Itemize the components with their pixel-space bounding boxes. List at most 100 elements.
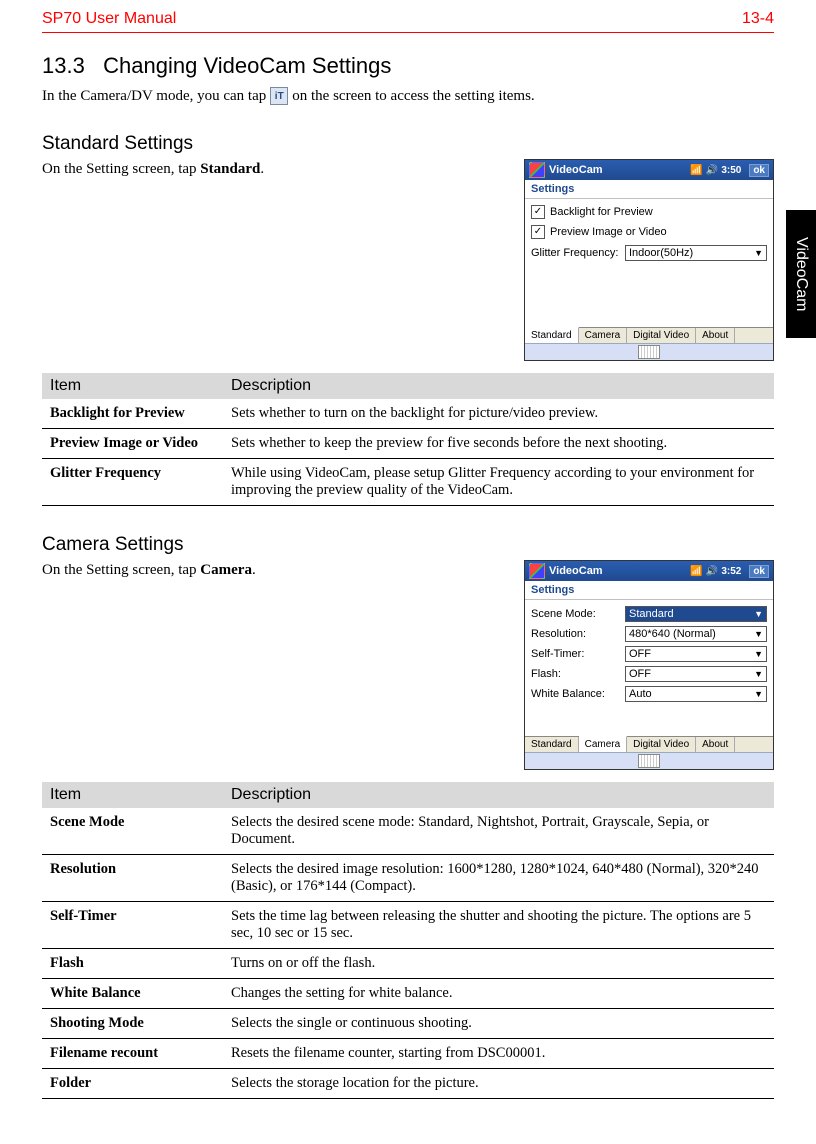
signal-icon: 📶: [690, 566, 702, 577]
pda-tabs: Standard Camera Digital Video About: [525, 327, 773, 343]
start-flag-icon: [529, 162, 545, 178]
table-row: Preview Image or Video Sets whether to k…: [42, 429, 774, 459]
settings-label: Settings: [525, 581, 773, 600]
volume-icon: 🔊: [706, 566, 718, 577]
tab-digital-video[interactable]: Digital Video: [627, 737, 696, 752]
settings-label: Settings: [525, 180, 773, 199]
chevron-down-icon: ▼: [754, 609, 763, 619]
desc-cell: Selects the single or continuous shootin…: [223, 1009, 774, 1039]
intro-post: on the screen to access the setting item…: [292, 88, 534, 105]
table-row: FolderSelects the storage location for t…: [42, 1069, 774, 1099]
cam-instr-pre: On the Setting screen, tap: [42, 562, 200, 578]
status-icons: 📶 🔊 3:52: [690, 566, 741, 577]
flash-label: Flash:: [531, 668, 621, 680]
desc-cell: Selects the desired scene mode: Standard…: [223, 808, 774, 855]
item-cell: Shooting Mode: [42, 1009, 223, 1039]
glitter-freq-value: Indoor(50Hz): [629, 247, 693, 259]
section-title-text: Changing VideoCam Settings: [103, 53, 391, 78]
chevron-down-icon: ▼: [754, 689, 763, 699]
keyboard-icon[interactable]: [638, 345, 660, 359]
col-desc: Description: [223, 782, 774, 808]
resolution-row: Resolution: 480*640 (Normal) ▼: [531, 626, 767, 642]
volume-icon: 🔊: [706, 165, 718, 176]
chapter-side-tab: VideoCam: [786, 210, 816, 338]
tab-camera[interactable]: Camera: [579, 328, 628, 343]
keyboard-icon[interactable]: [638, 754, 660, 768]
flash-combo[interactable]: OFF ▼: [625, 666, 767, 682]
page-number: 13-4: [742, 10, 774, 28]
item-cell: White Balance: [42, 979, 223, 1009]
resolution-label: Resolution:: [531, 628, 621, 640]
white-balance-value: Auto: [629, 688, 652, 700]
table-row: Filename recountResets the filename coun…: [42, 1039, 774, 1069]
std-instr-post: .: [260, 161, 264, 177]
clock-text: 3:50: [721, 165, 741, 176]
checkbox-preview-label: Preview Image or Video: [550, 226, 667, 238]
page: SP70 User Manual 13-4 VideoCam 13.3 Chan…: [0, 0, 816, 1144]
checkbox-backlight[interactable]: ✓: [531, 205, 545, 219]
ok-button[interactable]: ok: [749, 565, 769, 578]
tab-standard[interactable]: Standard: [525, 737, 579, 752]
checkbox-preview[interactable]: ✓: [531, 225, 545, 239]
item-cell: Filename recount: [42, 1039, 223, 1069]
white-balance-label: White Balance:: [531, 688, 621, 700]
white-balance-combo[interactable]: Auto ▼: [625, 686, 767, 702]
desc-cell: Selects the storage location for the pic…: [223, 1069, 774, 1099]
tab-camera[interactable]: Camera: [579, 736, 628, 752]
col-item: Item: [42, 782, 223, 808]
flash-value: OFF: [629, 668, 651, 680]
table-row: Backlight for Preview Sets whether to tu…: [42, 399, 774, 429]
glitter-freq-combo[interactable]: Indoor(50Hz) ▼: [625, 245, 767, 261]
settings-icon: iT: [270, 87, 288, 105]
ok-button[interactable]: ok: [749, 164, 769, 177]
camera-instruction: On the Setting screen, tap Camera.: [42, 560, 504, 579]
tab-standard[interactable]: Standard: [525, 327, 579, 343]
standard-table: Item Description Backlight for Preview S…: [42, 373, 774, 506]
standard-heading: Standard Settings: [42, 133, 774, 155]
self-timer-combo[interactable]: OFF ▼: [625, 646, 767, 662]
camera-screenshot: VideoCam 📶 🔊 3:52 ok Settings Scene Mode…: [524, 560, 774, 770]
self-timer-value: OFF: [629, 648, 651, 660]
checkbox-backlight-label: Backlight for Preview: [550, 206, 653, 218]
pda-body: ✓ Backlight for Preview ✓ Preview Image …: [525, 199, 773, 327]
scene-mode-combo[interactable]: Standard ▼: [625, 606, 767, 622]
tab-about[interactable]: About: [696, 737, 735, 752]
section-number: 13.3: [42, 53, 85, 78]
item-cell: Scene Mode: [42, 808, 223, 855]
scene-mode-value: Standard: [629, 608, 674, 620]
resolution-combo[interactable]: 480*640 (Normal) ▼: [625, 626, 767, 642]
tab-digital-video[interactable]: Digital Video: [627, 328, 696, 343]
item-cell: Backlight for Preview: [42, 399, 223, 429]
desc-cell: Resets the filename counter, starting fr…: [223, 1039, 774, 1069]
self-timer-row: Self-Timer: OFF ▼: [531, 646, 767, 662]
standard-instruction: On the Setting screen, tap Standard.: [42, 159, 504, 178]
camera-table: Item Description Scene ModeSelects the d…: [42, 782, 774, 1099]
camera-heading: Camera Settings: [42, 534, 774, 556]
table-row: White BalanceChanges the setting for whi…: [42, 979, 774, 1009]
pda-titlebar: VideoCam 📶 🔊 3:52 ok: [525, 561, 773, 581]
desc-cell: Changes the setting for white balance.: [223, 979, 774, 1009]
desc-cell: Selects the desired image resolution: 16…: [223, 855, 774, 902]
desc-cell: Turns on or off the flash.: [223, 949, 774, 979]
tab-about[interactable]: About: [696, 328, 735, 343]
table-row: Glitter Frequency While using VideoCam, …: [42, 459, 774, 506]
chevron-down-icon: ▼: [754, 649, 763, 659]
signal-icon: 📶: [690, 165, 702, 176]
pda-bottom-bar: [525, 752, 773, 769]
chevron-down-icon: ▼: [754, 248, 763, 258]
cam-instr-bold: Camera: [200, 562, 252, 578]
table-row: Shooting ModeSelects the single or conti…: [42, 1009, 774, 1039]
flash-row: Flash: OFF ▼: [531, 666, 767, 682]
item-cell: Flash: [42, 949, 223, 979]
item-cell: Glitter Frequency: [42, 459, 223, 506]
desc-cell: While using VideoCam, please setup Glitt…: [223, 459, 774, 506]
chevron-down-icon: ▼: [754, 669, 763, 679]
pda-bottom-bar: [525, 343, 773, 360]
table-row: ResolutionSelects the desired image reso…: [42, 855, 774, 902]
pda-body: Scene Mode: Standard ▼ Resolution: 480*6…: [525, 600, 773, 736]
pda-tabs: Standard Camera Digital Video About: [525, 736, 773, 752]
table-row: FlashTurns on or off the flash.: [42, 949, 774, 979]
item-cell: Self-Timer: [42, 902, 223, 949]
intro-pre: In the Camera/DV mode, you can tap: [42, 88, 266, 105]
scene-mode-label: Scene Mode:: [531, 608, 621, 620]
